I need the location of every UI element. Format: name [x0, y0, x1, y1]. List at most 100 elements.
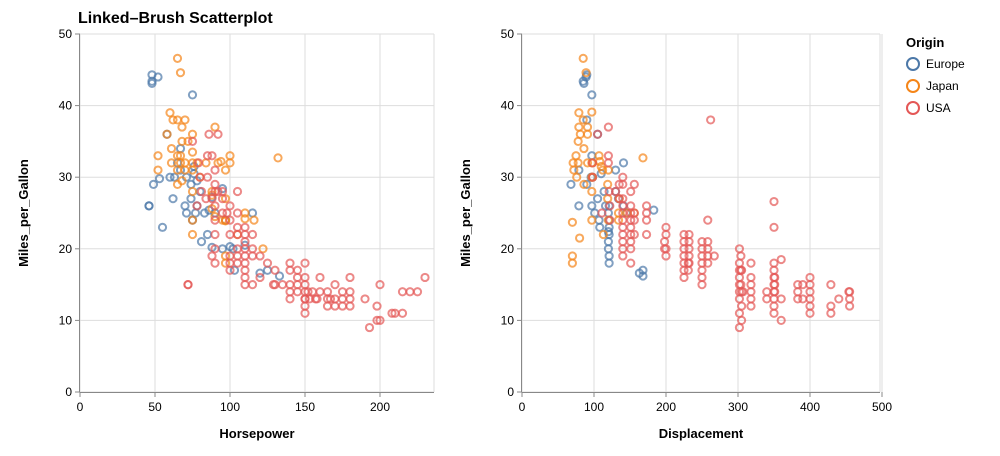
- point-usa[interactable]: [183, 280, 193, 290]
- point-usa[interactable]: [597, 208, 607, 218]
- point-japan[interactable]: [240, 214, 250, 224]
- point-usa[interactable]: [618, 251, 628, 261]
- point-europe[interactable]: [165, 172, 175, 182]
- point-usa[interactable]: [845, 287, 855, 297]
- point-japan[interactable]: [180, 115, 190, 125]
- point-usa[interactable]: [210, 229, 220, 240]
- point-usa[interactable]: [207, 251, 217, 261]
- point-usa[interactable]: [770, 287, 780, 297]
- point-europe[interactable]: [587, 90, 597, 100]
- point-usa[interactable]: [360, 294, 370, 304]
- point-usa[interactable]: [737, 265, 747, 275]
- point-usa[interactable]: [225, 215, 235, 225]
- point-usa[interactable]: [372, 301, 382, 311]
- point-japan[interactable]: [153, 151, 163, 161]
- point-usa[interactable]: [330, 280, 340, 290]
- point-japan[interactable]: [175, 158, 186, 168]
- point-usa[interactable]: [193, 158, 204, 168]
- point-japan[interactable]: [177, 176, 187, 186]
- point-europe[interactable]: [153, 72, 163, 82]
- point-usa[interactable]: [420, 272, 430, 283]
- point-usa[interactable]: [776, 254, 786, 265]
- point-europe[interactable]: [604, 258, 614, 268]
- point-japan[interactable]: [166, 158, 177, 168]
- point-usa[interactable]: [605, 215, 615, 225]
- point-usa[interactable]: [626, 201, 636, 211]
- plot-area[interactable]: [522, 34, 880, 392]
- point-japan[interactable]: [153, 165, 163, 175]
- point-europe[interactable]: [240, 240, 250, 250]
- point-japan[interactable]: [249, 215, 259, 225]
- point-europe[interactable]: [196, 237, 207, 247]
- point-japan[interactable]: [162, 129, 172, 139]
- point-usa[interactable]: [618, 172, 628, 182]
- point-usa[interactable]: [629, 179, 639, 189]
- point-europe[interactable]: [618, 158, 629, 168]
- point-usa[interactable]: [310, 294, 321, 304]
- point-europe[interactable]: [599, 186, 609, 197]
- scatter-panel-2[interactable]: 0 100 200 300 400 500 0 10 20 30 40 50 Displacement M…: [458, 27, 892, 441]
- point-usa[interactable]: [207, 194, 217, 204]
- point-usa[interactable]: [192, 201, 202, 211]
- point-europe[interactable]: [181, 208, 192, 218]
- point-japan[interactable]: [578, 115, 588, 125]
- point-japan[interactable]: [613, 208, 624, 218]
- point-usa[interactable]: [603, 158, 614, 168]
- point-usa[interactable]: [300, 294, 310, 304]
- scatter-panel-1[interactable]: 0 50 100 150 200 0 10 20 30 40 50 Horsepower Miles_p…: [16, 27, 435, 441]
- point-usa[interactable]: [201, 194, 211, 204]
- point-usa[interactable]: [262, 258, 273, 268]
- point-europe[interactable]: [168, 194, 178, 204]
- point-usa[interactable]: [614, 179, 624, 189]
- point-usa[interactable]: [210, 258, 220, 268]
- point-usa[interactable]: [207, 151, 217, 161]
- point-usa[interactable]: [593, 129, 603, 139]
- point-usa[interactable]: [240, 222, 250, 232]
- point-usa[interactable]: [629, 229, 639, 240]
- point-japan[interactable]: [581, 68, 591, 78]
- point-usa[interactable]: [210, 179, 220, 189]
- point-japan[interactable]: [210, 122, 220, 132]
- point-usa[interactable]: [375, 280, 385, 290]
- point-usa[interactable]: [684, 229, 694, 240]
- point-europe[interactable]: [638, 265, 648, 275]
- point-europe[interactable]: [169, 172, 180, 182]
- point-usa[interactable]: [679, 251, 689, 261]
- point-usa[interactable]: [614, 194, 624, 204]
- point-usa[interactable]: [845, 301, 855, 311]
- point-usa[interactable]: [210, 244, 220, 254]
- point-europe[interactable]: [582, 179, 592, 189]
- point-japan[interactable]: [187, 147, 198, 157]
- point-usa[interactable]: [826, 280, 836, 290]
- point-usa[interactable]: [292, 265, 303, 275]
- point-japan[interactable]: [579, 179, 589, 189]
- point-japan[interactable]: [638, 153, 648, 163]
- point-usa[interactable]: [746, 301, 756, 311]
- point-japan[interactable]: [587, 186, 597, 197]
- point-japan[interactable]: [210, 211, 220, 222]
- point-usa[interactable]: [769, 222, 779, 232]
- point-usa[interactable]: [736, 251, 746, 261]
- point-usa[interactable]: [641, 229, 652, 240]
- point-usa[interactable]: [397, 308, 408, 318]
- point-japan[interactable]: [172, 53, 183, 63]
- point-japan[interactable]: [596, 161, 606, 172]
- point-usa[interactable]: [315, 272, 325, 283]
- point-usa[interactable]: [364, 322, 375, 333]
- point-europe[interactable]: [228, 244, 238, 254]
- point-europe[interactable]: [187, 90, 198, 100]
- legend-item-japan[interactable]: Japan: [906, 79, 959, 93]
- point-usa[interactable]: [611, 186, 621, 197]
- point-usa[interactable]: [626, 258, 636, 268]
- point-usa[interactable]: [202, 151, 213, 161]
- point-usa[interactable]: [661, 251, 671, 261]
- point-usa[interactable]: [776, 315, 786, 325]
- point-japan[interactable]: [166, 143, 177, 154]
- point-usa[interactable]: [202, 172, 213, 182]
- point-usa[interactable]: [225, 265, 235, 275]
- point-japan[interactable]: [187, 186, 198, 197]
- point-usa[interactable]: [247, 280, 258, 290]
- point-usa[interactable]: [834, 294, 844, 304]
- point-usa[interactable]: [325, 294, 336, 304]
- point-usa[interactable]: [737, 301, 747, 311]
